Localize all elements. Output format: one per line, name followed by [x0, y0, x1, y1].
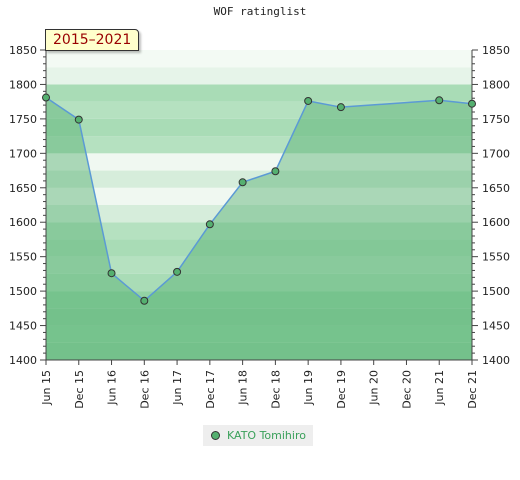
plot-band [46, 256, 472, 274]
chart-title: WOF ratinglist [213, 5, 307, 18]
y-tick-label-left: 1750 [9, 113, 37, 126]
period-badge: 2015–2021 [45, 29, 140, 51]
y-tick-label-right: 1550 [482, 251, 510, 264]
y-tick-label-right: 1800 [482, 78, 510, 91]
legend-marker [211, 431, 220, 440]
x-tick-label: Dec 17 [204, 370, 217, 409]
y-tick-label-right: 1750 [482, 113, 510, 126]
y-tick-label-left: 1650 [9, 182, 37, 195]
plot-band [46, 170, 472, 188]
x-tick-label: Dec 18 [269, 370, 282, 409]
plot-band [46, 187, 472, 205]
y-tick-label-right: 1500 [482, 285, 510, 298]
series-line [45, 96, 473, 302]
plot-band [46, 342, 472, 360]
y-tick-label-left: 1500 [9, 285, 37, 298]
data-point [336, 103, 345, 112]
x-tick-label: Jun 21 [433, 370, 446, 406]
y-tick-label-right: 1450 [482, 320, 510, 333]
x-tick-label: Jun 18 [237, 370, 250, 406]
y-tick-label-right: 1700 [482, 147, 510, 160]
legend[interactable]: KATO Tomihiro [203, 425, 313, 446]
plot-band [46, 273, 472, 292]
data-point [271, 167, 280, 176]
y-tick-label-left: 1800 [9, 78, 37, 91]
data-point [435, 96, 444, 105]
y-tick-label-left: 1400 [9, 354, 37, 367]
data-point [107, 269, 116, 278]
x-tick-label: Dec 16 [138, 370, 151, 409]
plot-band [46, 239, 472, 257]
data-point [74, 115, 83, 124]
plot-band [46, 67, 472, 85]
x-tick-label: Dec 19 [335, 370, 348, 409]
y-tick-label-right: 1650 [482, 182, 510, 195]
y-tick-label-left: 1450 [9, 320, 37, 333]
plot-band [46, 291, 472, 309]
y-tick-label-left: 1550 [9, 251, 37, 264]
x-tick-label: Dec 20 [400, 370, 413, 409]
data-point [173, 267, 182, 276]
data-point [468, 99, 476, 108]
plot-band [46, 222, 472, 240]
x-tick-label: Jun 15 [40, 370, 53, 406]
x-tick-label: Jun 20 [368, 370, 381, 406]
x-tick-label: Jun 19 [302, 370, 315, 406]
x-tick-label: Jun 17 [171, 370, 184, 406]
data-point [140, 296, 149, 305]
plot-band [46, 136, 472, 154]
y-tick-label-right: 1400 [482, 354, 510, 367]
x-tick-label: Dec 21 [466, 370, 479, 409]
data-point [304, 96, 313, 105]
x-tick-label: Dec 15 [73, 370, 86, 409]
plot-band [46, 118, 472, 137]
y-tick-label-left: 1600 [9, 216, 37, 229]
plot-band [46, 205, 472, 223]
data-point [42, 93, 50, 102]
y-tick-label-right: 1600 [482, 216, 510, 229]
plot-band [46, 308, 472, 326]
data-point [205, 220, 214, 229]
legend-label: KATO Tomihiro [227, 429, 306, 442]
plot-band [46, 153, 472, 171]
y-tick-label-right: 1850 [482, 44, 510, 57]
data-point [238, 178, 247, 187]
plot-band [46, 325, 472, 343]
plot-band [46, 50, 472, 68]
y-tick-label-left: 1700 [9, 147, 37, 160]
y-tick-label-left: 1850 [9, 44, 37, 57]
x-tick-label: Jun 16 [106, 370, 119, 406]
plot-band [46, 84, 472, 102]
